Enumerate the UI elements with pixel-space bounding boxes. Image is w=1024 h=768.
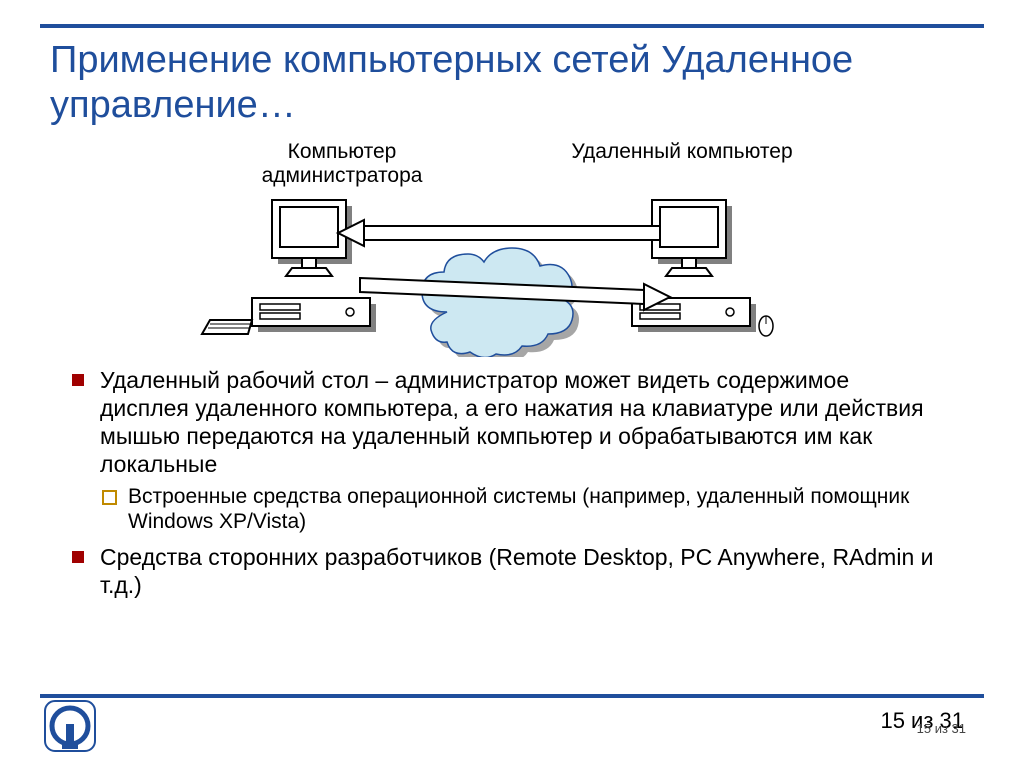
sub-bullet-list: Встроенные средства операционной системы…: [128, 484, 944, 535]
remote-computer-icon: [632, 200, 773, 336]
diagram: Компьютер администратора Удаленный компь…: [192, 140, 832, 360]
header: Применение компьютерных сетей Удаленное …: [0, 0, 1024, 140]
diagram-labels: Компьютер администратора Удаленный компь…: [192, 140, 832, 192]
bullet-item: Удаленный рабочий стол – администратор м…: [100, 366, 944, 535]
bullet-text: Средства сторонних разработчиков (Remote…: [100, 544, 933, 598]
sub-bullet-item: Встроенные средства операционной системы…: [128, 484, 944, 535]
bullet-text: Удаленный рабочий стол – администратор м…: [100, 367, 924, 477]
content: Удаленный рабочий стол – администратор м…: [0, 360, 1024, 600]
right-computer-label: Удаленный компьютер: [562, 140, 802, 188]
logo-icon: [44, 700, 96, 752]
diagram-svg: [192, 192, 832, 357]
slide: Применение компьютерных сетей Удаленное …: [0, 0, 1024, 768]
footer-rule: [40, 694, 984, 698]
left-computer-label: Компьютер администратора: [222, 140, 462, 188]
page-number-small: 15 из 31: [917, 721, 966, 736]
admin-computer-icon: [202, 200, 376, 334]
bullet-list: Удаленный рабочий стол – администратор м…: [100, 366, 944, 600]
arrow-right-to-left: [338, 220, 660, 246]
slide-title: Применение компьютерных сетей Удаленное …: [50, 38, 974, 128]
bullet-item: Средства сторонних разработчиков (Remote…: [100, 543, 944, 599]
